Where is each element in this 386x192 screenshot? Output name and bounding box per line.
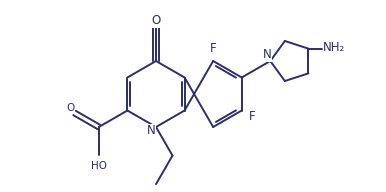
Text: N: N [147,124,156,137]
Text: F: F [210,42,217,55]
Text: N: N [263,49,272,61]
Text: NH₂: NH₂ [323,41,345,54]
Text: HO: HO [91,161,107,171]
Text: O: O [151,15,161,27]
Text: O: O [66,103,74,113]
Text: F: F [249,110,256,123]
